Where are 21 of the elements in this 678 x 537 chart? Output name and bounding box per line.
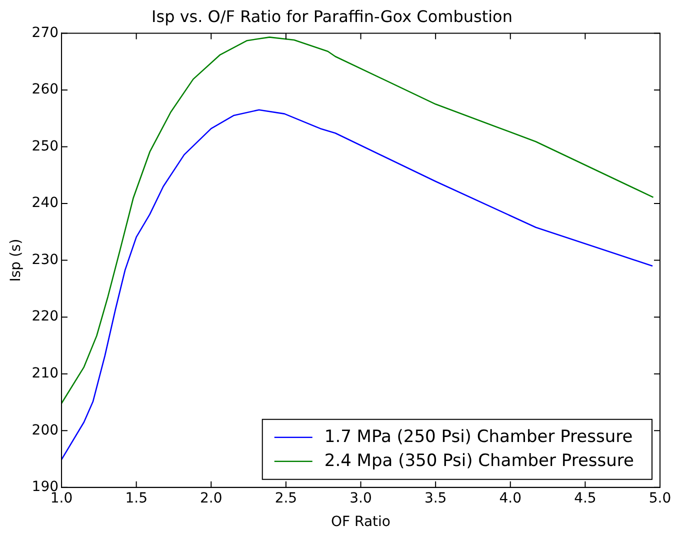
y-tick-label: 250 bbox=[32, 138, 59, 154]
chart-title: Isp vs. O/F Ratio for Paraffin-Gox Combustion bbox=[152, 6, 512, 26]
y-tick-label: 230 bbox=[32, 252, 59, 268]
x-tick-label: 5.0 bbox=[648, 490, 672, 506]
y-tick-label: 270 bbox=[32, 24, 59, 41]
y-tick-label: 260 bbox=[32, 82, 59, 98]
legend-label: 2.4 Mpa (350 Psi) Chamber Pressure bbox=[324, 450, 634, 471]
x-axis-title: OF Ratio bbox=[331, 514, 390, 530]
x-tick-label: 1.5 bbox=[125, 490, 148, 506]
y-tick-label: 210 bbox=[32, 365, 59, 382]
x-tick-label: 4.5 bbox=[574, 490, 596, 506]
y-tick-label: 200 bbox=[32, 422, 59, 438]
x-tick-label: 2.0 bbox=[200, 490, 222, 506]
y-axis-title: Isp (s) bbox=[8, 238, 24, 282]
x-tick-label: 3.5 bbox=[424, 490, 447, 506]
legend-label: 1.7 MPa (250 Psi) Chamber Pressure bbox=[324, 426, 633, 447]
x-tick-label: 3.0 bbox=[350, 490, 372, 506]
x-tick-label: 2.5 bbox=[274, 490, 298, 506]
y-tick-label: 240 bbox=[32, 195, 59, 212]
x-tick-label: 4.0 bbox=[499, 490, 522, 506]
y-tick-label: 220 bbox=[32, 308, 59, 325]
